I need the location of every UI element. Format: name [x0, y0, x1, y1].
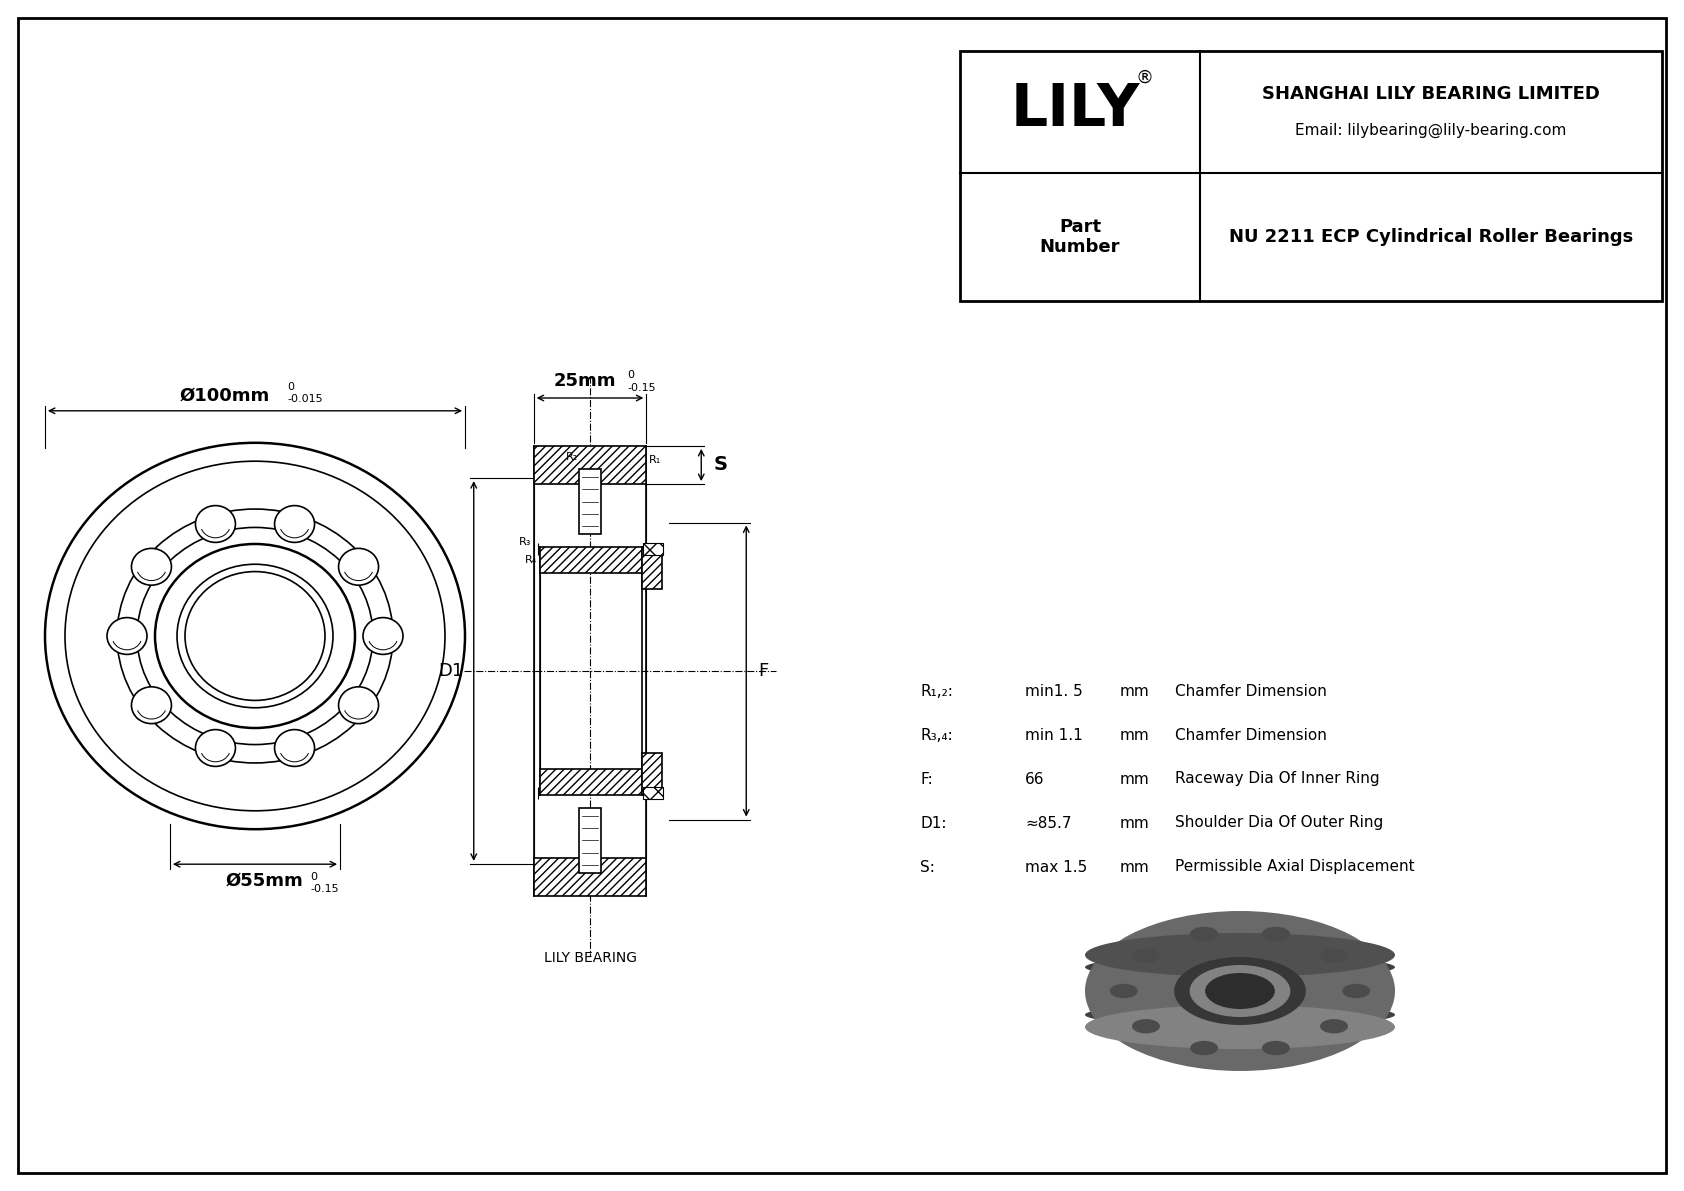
Polygon shape	[642, 547, 662, 590]
Text: NU 2211 ECP Cylindrical Roller Bearings: NU 2211 ECP Cylindrical Roller Bearings	[1229, 227, 1633, 247]
Text: D1: D1	[438, 662, 463, 680]
Ellipse shape	[1084, 955, 1394, 979]
Text: Shoulder Dia Of Outer Ring: Shoulder Dia Of Outer Ring	[1175, 816, 1383, 830]
Ellipse shape	[131, 548, 172, 585]
Text: min 1.1: min 1.1	[1026, 728, 1083, 742]
Ellipse shape	[1320, 1019, 1347, 1034]
Text: 0: 0	[286, 382, 295, 392]
Ellipse shape	[1132, 948, 1160, 964]
Polygon shape	[541, 547, 642, 573]
Ellipse shape	[1261, 927, 1290, 941]
Ellipse shape	[131, 687, 172, 724]
Ellipse shape	[338, 687, 379, 724]
Ellipse shape	[1191, 1041, 1218, 1055]
Text: ≈85.7: ≈85.7	[1026, 816, 1071, 830]
Text: mm: mm	[1120, 860, 1150, 874]
Text: max 1.5: max 1.5	[1026, 860, 1088, 874]
Text: ®: ®	[1135, 69, 1154, 87]
Text: -0.15: -0.15	[310, 884, 338, 894]
Bar	[960, 51, 1662, 301]
Ellipse shape	[338, 548, 379, 585]
Text: Chamfer Dimension: Chamfer Dimension	[1175, 728, 1327, 742]
Ellipse shape	[1189, 965, 1290, 1017]
Ellipse shape	[195, 506, 236, 542]
Text: Chamfer Dimension: Chamfer Dimension	[1175, 684, 1327, 698]
Text: mm: mm	[1120, 728, 1150, 742]
Text: D1:: D1:	[919, 816, 946, 830]
Text: mm: mm	[1120, 816, 1150, 830]
Text: Ø55mm: Ø55mm	[226, 871, 303, 890]
Polygon shape	[579, 807, 601, 873]
Text: R₄: R₄	[524, 555, 537, 566]
Polygon shape	[579, 469, 601, 534]
Text: mm: mm	[1120, 772, 1150, 786]
Text: -0.15: -0.15	[626, 384, 655, 393]
Ellipse shape	[1084, 911, 1394, 1071]
Text: R₁,₂:: R₁,₂:	[919, 684, 953, 698]
Text: Email: lilybearing@lily-bearing.com: Email: lilybearing@lily-bearing.com	[1295, 123, 1566, 138]
Text: Permissible Axial Displacement: Permissible Axial Displacement	[1175, 860, 1415, 874]
Text: 25mm: 25mm	[554, 372, 616, 389]
Text: R₁: R₁	[650, 455, 662, 464]
Ellipse shape	[1320, 948, 1347, 964]
Polygon shape	[642, 753, 662, 794]
Ellipse shape	[364, 618, 402, 654]
Ellipse shape	[108, 618, 147, 654]
Text: 0: 0	[626, 370, 633, 380]
Text: R₂: R₂	[566, 453, 578, 462]
Text: Part
Number: Part Number	[1039, 218, 1120, 256]
Text: min1. 5: min1. 5	[1026, 684, 1083, 698]
Text: R₃: R₃	[519, 537, 530, 547]
Text: S: S	[714, 455, 727, 474]
Text: R₃,₄:: R₃,₄:	[919, 728, 953, 742]
Ellipse shape	[195, 730, 236, 766]
Ellipse shape	[1174, 958, 1305, 1025]
Ellipse shape	[1110, 984, 1138, 998]
Polygon shape	[534, 858, 647, 896]
Text: Raceway Dia Of Inner Ring: Raceway Dia Of Inner Ring	[1175, 772, 1379, 786]
Polygon shape	[643, 787, 663, 799]
Text: F:: F:	[919, 772, 933, 786]
Ellipse shape	[274, 506, 315, 542]
Text: Ø100mm: Ø100mm	[180, 387, 269, 405]
Polygon shape	[541, 768, 642, 794]
Text: 66: 66	[1026, 772, 1044, 786]
Text: -0.015: -0.015	[286, 394, 323, 404]
Text: LILY BEARING: LILY BEARING	[544, 950, 637, 965]
Ellipse shape	[1132, 1019, 1160, 1034]
Polygon shape	[643, 543, 663, 555]
Text: 0: 0	[310, 872, 317, 883]
Text: mm: mm	[1120, 684, 1150, 698]
Ellipse shape	[1206, 973, 1275, 1009]
Polygon shape	[534, 445, 647, 484]
Text: F: F	[758, 662, 768, 680]
Text: LILY: LILY	[1010, 81, 1140, 138]
Text: SHANGHAI LILY BEARING LIMITED: SHANGHAI LILY BEARING LIMITED	[1261, 85, 1600, 102]
Ellipse shape	[1191, 927, 1218, 941]
Ellipse shape	[1261, 1041, 1290, 1055]
Text: S:: S:	[919, 860, 935, 874]
Ellipse shape	[1342, 984, 1371, 998]
Ellipse shape	[1084, 1003, 1394, 1027]
Ellipse shape	[1084, 933, 1394, 977]
Ellipse shape	[274, 730, 315, 766]
Ellipse shape	[1084, 1005, 1394, 1049]
